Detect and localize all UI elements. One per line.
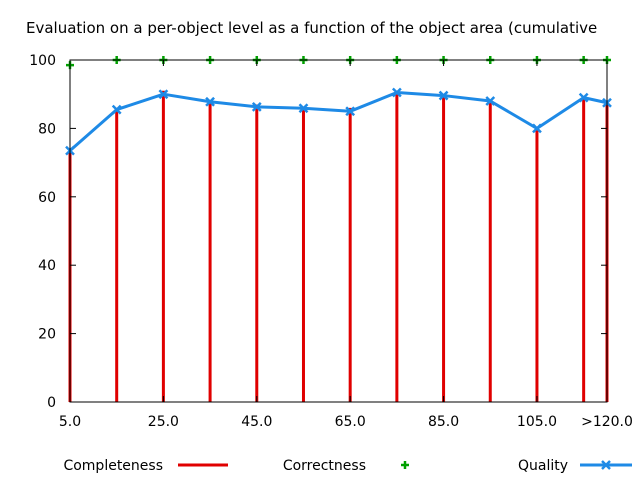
quality-point — [345, 106, 356, 117]
quality-point — [111, 104, 122, 115]
x-tick-label: 65.0 — [335, 414, 366, 430]
x-tick-label: 25.0 — [148, 414, 179, 430]
legend-swatch — [401, 461, 409, 469]
quality-point — [391, 87, 402, 98]
legend-swatch — [580, 460, 632, 470]
x-tick-label: 105.0 — [517, 414, 557, 430]
legend-entry-correctness: Correctness — [283, 458, 409, 474]
x-tick-label: 85.0 — [428, 414, 459, 430]
y-tick-label: 80 — [38, 121, 56, 137]
y-tick-label: 100 — [29, 53, 56, 69]
legend-label: Quality — [518, 458, 568, 474]
y-tick-label: 60 — [38, 190, 56, 206]
quality-point — [532, 123, 542, 134]
x-tick-label: 5.0 — [59, 414, 81, 430]
x-axis: 5.0 25.0 45.0 65.0 85.0 105.0 >120.0 — [59, 60, 633, 430]
legend: Completeness Correctness Quality — [63, 458, 632, 474]
y-axis: 0 20 40 60 80 100 — [29, 53, 607, 411]
y-tick-label: 20 — [38, 327, 56, 343]
x-tick-label: >120.0 — [581, 414, 633, 430]
quality-point — [438, 90, 449, 101]
y-tick-label: 40 — [38, 258, 56, 274]
plot-frame — [69, 59, 608, 403]
legend-entry-quality: Quality — [518, 458, 632, 474]
quality-line — [69, 90, 608, 152]
legend-entry-completeness: Completeness — [63, 458, 228, 474]
x-tick-label: 45.0 — [241, 414, 272, 430]
quality-series — [65, 87, 612, 156]
quality-point — [158, 89, 169, 100]
correctness-series — [66, 56, 611, 70]
quality-point — [205, 96, 215, 107]
y-tick-label: 0 — [47, 395, 56, 411]
quality-point — [298, 103, 309, 114]
legend-label: Correctness — [283, 458, 366, 474]
chart-title: Evaluation on a per-object level as a fu… — [26, 19, 597, 37]
completeness-impulses — [68, 90, 609, 402]
legend-label: Completeness — [63, 458, 163, 474]
quality-point — [578, 92, 589, 103]
quality-point — [485, 96, 496, 106]
quality-point — [251, 101, 262, 112]
